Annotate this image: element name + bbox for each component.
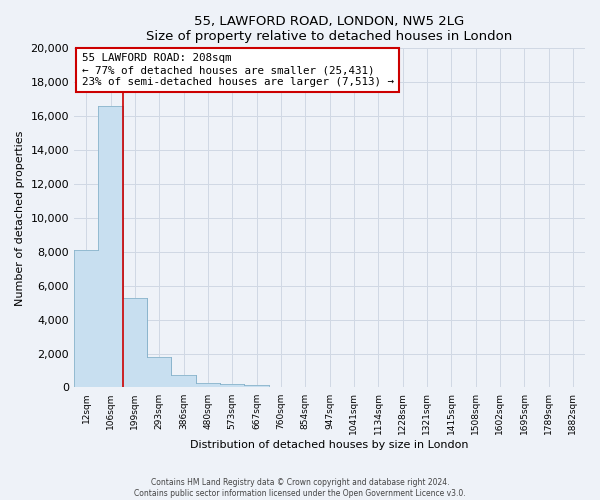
X-axis label: Distribution of detached houses by size in London: Distribution of detached houses by size … — [190, 440, 469, 450]
Text: Contains HM Land Registry data © Crown copyright and database right 2024.
Contai: Contains HM Land Registry data © Crown c… — [134, 478, 466, 498]
Text: 55 LAWFORD ROAD: 208sqm
← 77% of detached houses are smaller (25,431)
23% of sem: 55 LAWFORD ROAD: 208sqm ← 77% of detache… — [82, 54, 394, 86]
Y-axis label: Number of detached properties: Number of detached properties — [15, 130, 25, 306]
Title: 55, LAWFORD ROAD, LONDON, NW5 2LG
Size of property relative to detached houses i: 55, LAWFORD ROAD, LONDON, NW5 2LG Size o… — [146, 15, 512, 43]
